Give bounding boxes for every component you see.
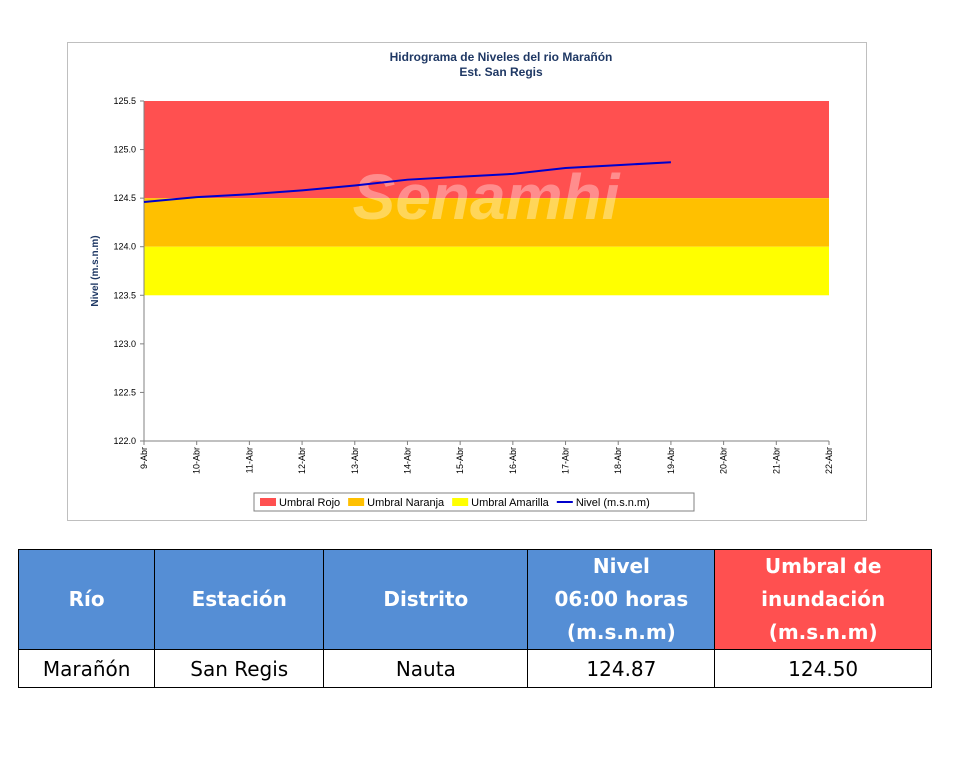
header-text: Distrito [383,587,469,611]
watermark: Senamhi [353,161,621,233]
chart-subtitle: Est. San Regis [459,65,543,79]
legend-label: Nivel (m.s.n.m) [576,497,650,509]
table-cell: Nauta [323,649,529,688]
x-tick-label: 18-Abr [613,447,623,474]
table-cell: Marañón [17,649,156,688]
header-text: (m.s.n.m) [566,620,676,644]
y-tick-label: 123.0 [113,339,136,349]
legend-label: Umbral Amarilla [471,497,550,509]
legend-swatch [260,498,276,506]
y-tick-label: 124.0 [113,242,136,252]
series-line [143,161,671,204]
table-body: Marañón San Regis Nauta 124.87 124.50 [17,649,932,688]
x-tick-label: 12-Abr [297,447,307,474]
y-tick-label: 122.0 [113,436,136,446]
x-tick-label: 10-Abr [192,447,202,474]
header-text: inundación [761,587,886,611]
header-cell: Nivel 06:00 horas (m.s.n.m) [527,549,716,650]
chart-title: Hidrograma de Niveles del rio Marañón [390,50,613,64]
x-tick-label: 16-Abr [508,447,518,474]
legend-label: Umbral Rojo [279,497,340,509]
x-tick-label: 17-Abr [561,447,571,474]
x-tick-label: 20-Abr [719,447,729,474]
y-tick-label: 122.5 [113,387,136,397]
table-row: Marañón San Regis Nauta 124.87 124.50 [17,649,932,688]
y-tick-label: 125.0 [113,145,136,155]
header-row: Río Estación Distrito Nivel 06:00 horas (m.s.… [17,549,932,650]
legend-label: Umbral Naranja [367,497,445,509]
table-cell: San Regis [154,649,325,688]
table-cell: 124.50 [714,649,932,688]
legend-swatch [348,498,365,506]
x-tick-label: 19-Abr [666,447,676,474]
chart: Hidrograma de Niveles del rio Marañón Es… [90,50,834,512]
header-text: Umbral de [764,554,882,578]
header-text: Nivel [592,554,650,578]
header-cell: Río [17,549,156,650]
header-cell: Umbral de inundación (m.s.n.m) [714,549,932,650]
y-tick-label: 125.5 [113,96,136,106]
y-tick-label: 124.5 [113,193,136,203]
header-text: (m.s.n.m) [768,620,878,644]
header-cell: Estación [154,549,325,650]
header-text: 06:00 horas [554,587,689,611]
table-cell: 124.87 [527,649,716,688]
threshold-band [144,101,829,199]
x-tick-label: 14-Abr [402,447,412,474]
x-tick-label: 11-Abr [244,447,254,473]
threshold-band [144,198,829,247]
x-tick-label: 9-Abr [139,447,149,469]
header-cell: Distrito [323,549,529,650]
x-tick-label: 21-Abr [771,447,781,474]
y-axis-label: Nivel (m.s.n.m) [90,235,101,306]
x-tick-label: 22-Abr [824,447,834,474]
chart-frame: Hidrograma de Niveles del rio Marañón Es… [67,42,867,521]
legend-box [253,492,695,512]
threshold-band [144,246,829,296]
y-tick-label: 123.5 [113,290,136,300]
x-tick-label: 13-Abr [350,447,360,474]
header-text: Estación [191,587,287,611]
legend-swatch [452,498,469,506]
data-table: Río Estación Distrito Nivel 06:00 horas (m.s.… [17,549,932,688]
legend: Umbral Rojo Umbral Naranja Umbral Amarilla… [253,492,695,512]
header-text: Río [68,587,105,611]
x-tick-label: 15-Abr [455,447,465,474]
